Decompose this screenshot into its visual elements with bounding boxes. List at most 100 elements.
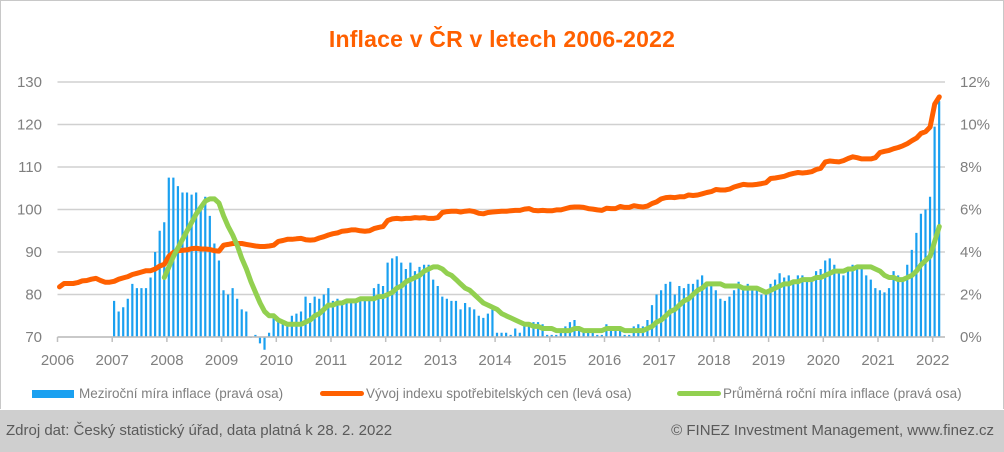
bar — [422, 264, 426, 337]
left-axis-tick-label: 90 — [25, 244, 42, 261]
bar — [281, 322, 284, 337]
bar — [135, 288, 138, 337]
bar — [463, 303, 467, 337]
x-axis-tick-label: 2008 — [150, 352, 183, 369]
bar — [527, 324, 531, 337]
bar — [195, 192, 198, 337]
bar — [491, 307, 494, 337]
bar — [824, 260, 827, 337]
bar — [395, 256, 398, 337]
cpi-index-line — [57, 94, 942, 290]
bar — [400, 262, 403, 337]
bar — [286, 322, 289, 337]
bar — [710, 286, 713, 337]
bar — [404, 269, 407, 337]
bar — [386, 262, 389, 337]
bar — [833, 264, 836, 337]
right-axis-tick-label: 6% — [960, 202, 982, 219]
bar — [696, 279, 699, 337]
bar — [600, 334, 603, 337]
bar — [933, 126, 936, 337]
bar — [614, 330, 617, 337]
bar — [915, 232, 918, 337]
x-axis-tick-label: 2018 — [697, 352, 730, 369]
legend-swatch-cpi — [320, 391, 364, 396]
chart-svg: 70 0% 80 2% 90 4% 100 6% 110 8% 120 10% 130 12% 2006 20… — [17, 74, 990, 369]
x-axis-tick-label: 2016 — [588, 352, 621, 369]
bar — [436, 286, 439, 337]
bar — [418, 266, 421, 337]
bar — [122, 307, 125, 337]
bar — [755, 290, 758, 337]
bar — [190, 194, 193, 337]
bar — [336, 298, 339, 337]
x-axis-tick-label: 2012 — [369, 352, 402, 369]
bar — [359, 300, 362, 337]
x-axis-tick-label: 2013 — [424, 352, 457, 369]
bar — [582, 330, 585, 337]
bar — [673, 294, 676, 337]
bar — [304, 296, 307, 337]
legend-swatch-bars — [32, 389, 74, 398]
bar — [883, 292, 886, 337]
bar — [117, 311, 120, 337]
bar — [327, 288, 330, 337]
bar — [577, 326, 581, 337]
bar — [254, 334, 257, 337]
bar — [213, 243, 216, 337]
bar — [837, 269, 840, 337]
bar — [682, 288, 685, 337]
bar — [623, 334, 626, 337]
bar — [413, 271, 417, 337]
bar — [660, 290, 663, 337]
bar — [810, 279, 813, 337]
bar — [705, 281, 708, 337]
bar — [609, 330, 613, 337]
bar — [550, 334, 553, 337]
bar — [728, 296, 731, 337]
legend-swatch-avg — [677, 391, 721, 396]
right-axis-tick-label: 4% — [960, 244, 982, 261]
bar — [869, 279, 872, 337]
right-axis-tick-label: 0% — [960, 329, 982, 346]
bar — [482, 317, 485, 337]
bar — [628, 334, 631, 337]
x-axis-tick-label: 2014 — [478, 352, 511, 369]
x-axis-tick-label: 2020 — [807, 352, 840, 369]
bar — [778, 273, 781, 337]
x-axis-tick-label: 2021 — [861, 352, 894, 369]
bar — [723, 300, 727, 337]
bar — [805, 279, 809, 337]
bar — [368, 300, 371, 337]
bar — [377, 283, 380, 337]
bar — [473, 309, 476, 337]
bar — [792, 279, 795, 337]
legend-label-avg: Průměrná roční míra inflace (pravá osa) — [723, 386, 962, 401]
bar — [222, 290, 225, 337]
bar — [897, 275, 900, 337]
bar — [801, 275, 804, 337]
bar — [559, 332, 562, 337]
legend-item-cpi: Vývoj indexu spotřebitelských cen (levá … — [320, 386, 632, 401]
bar — [113, 300, 116, 337]
bar — [536, 322, 540, 337]
bar — [495, 332, 499, 337]
bar — [350, 298, 353, 337]
bar — [938, 101, 941, 337]
bar — [751, 288, 754, 337]
left-axis-tick-label: 70 — [25, 329, 42, 346]
legend-label-cpi: Vývoj indexu spotřebitelských cen (levá … — [366, 386, 632, 401]
bar — [719, 298, 722, 337]
bar — [546, 334, 549, 337]
bar — [860, 269, 863, 337]
bar — [910, 249, 913, 337]
bar — [231, 288, 234, 337]
bar — [477, 315, 480, 337]
bar — [505, 332, 508, 337]
bar — [500, 332, 503, 337]
bar — [372, 288, 376, 337]
bar — [796, 275, 799, 337]
legend-item-avg: Průměrná roční míra inflace (pravá osa) — [677, 386, 962, 401]
line-series — [57, 94, 942, 334]
bar — [258, 337, 262, 344]
